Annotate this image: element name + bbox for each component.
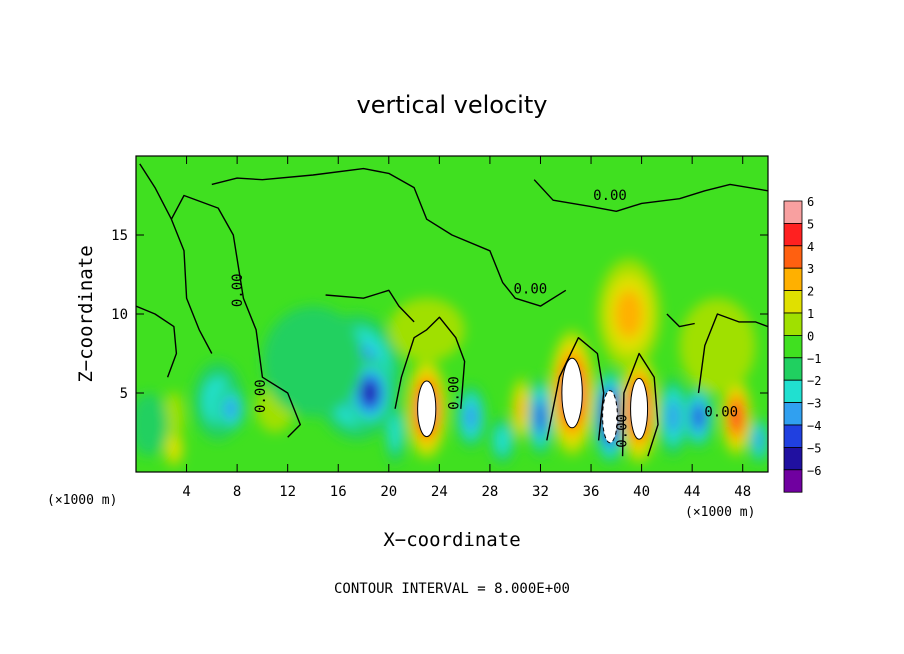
x-tick-label-1: 8 bbox=[233, 484, 241, 500]
x-tick-label-4: 20 bbox=[380, 484, 397, 500]
x-unit-left: (×1000 m) bbox=[47, 493, 117, 508]
y-axis-ticks: 5 10 15 bbox=[111, 228, 768, 402]
velocity-cell-19-level-3 bbox=[666, 399, 680, 434]
colorbar-label-5: 1 bbox=[807, 307, 814, 321]
colorbar-label-10: −4 bbox=[807, 419, 821, 433]
y-tick-label-1: 10 bbox=[111, 307, 128, 323]
colorbar-label-9: −3 bbox=[807, 397, 821, 411]
zero-contour-4 bbox=[136, 305, 178, 378]
colorbar-swatch-12 bbox=[783, 469, 803, 493]
colorbar-label-1: 5 bbox=[807, 217, 814, 231]
contour-label-3: 0.00 bbox=[253, 379, 269, 413]
cell-core-15 bbox=[561, 357, 583, 429]
velocity-cell-1-level-2 bbox=[167, 436, 181, 460]
colorbar-swatch-8 bbox=[783, 379, 803, 404]
zero-contour-0 bbox=[139, 163, 213, 354]
colorbar-label-6: 0 bbox=[807, 329, 814, 343]
velocity-cell-23-level-1 bbox=[136, 393, 168, 457]
colorbar: 6 5 4 3 2 1 0 −1 −2 −3 −4 −5 −6 bbox=[783, 195, 821, 493]
velocity-cell-3-level-3 bbox=[224, 398, 238, 419]
zero-contour-8 bbox=[621, 352, 659, 457]
colorbar-swatch-9 bbox=[783, 402, 803, 426]
velocity-cell-22-level-3 bbox=[754, 430, 764, 451]
colorbar-swatch-10 bbox=[783, 424, 803, 448]
contour-label-4: 0.00 bbox=[446, 376, 462, 410]
velocity-cell-18-level-3 bbox=[615, 290, 643, 338]
colorbar-label-3: 3 bbox=[807, 262, 814, 276]
colorbar-label-2: 4 bbox=[807, 240, 814, 254]
cell-core-17 bbox=[630, 377, 649, 440]
contour-label-0: 0.00 bbox=[593, 188, 627, 204]
contour-label-2: 0.00 bbox=[230, 273, 246, 307]
colorbar-swatch-7 bbox=[783, 357, 803, 381]
colorbar-label-8: −2 bbox=[807, 374, 821, 388]
colorbar-label-4: 2 bbox=[807, 285, 814, 299]
colorbar-swatch-4 bbox=[783, 290, 803, 314]
x-tick-label-6: 28 bbox=[481, 484, 498, 500]
colorbar-swatch-6 bbox=[783, 334, 803, 359]
contour-interval-text: CONTOUR INTERVAL = 8.000E+00 bbox=[334, 581, 570, 597]
colorbar-swatch-11 bbox=[783, 446, 803, 471]
contour-label-6: 0.00 bbox=[704, 405, 738, 421]
y-tick-label-0: 5 bbox=[120, 386, 128, 402]
velocity-cell-7-level-1 bbox=[262, 306, 364, 417]
x-tick-label-5: 24 bbox=[431, 484, 448, 500]
x-axis-label: X−coordinate bbox=[383, 529, 520, 551]
colorbar-swatch-1 bbox=[783, 222, 803, 247]
zero-contour-6 bbox=[394, 316, 466, 409]
velocity-cell-14-level-4 bbox=[536, 403, 545, 430]
colorbar-swatch-5 bbox=[783, 312, 803, 336]
velocity-cell-10-level-2 bbox=[389, 413, 402, 452]
cell-core-8 bbox=[417, 380, 437, 438]
colorbar-label-12: −6 bbox=[807, 464, 821, 478]
zero-contour-2 bbox=[211, 167, 567, 307]
velocity-cell-12-level-2 bbox=[494, 426, 511, 455]
velocity-cell-6-level-5 bbox=[363, 383, 377, 403]
velocity-cell-11-level-3 bbox=[464, 403, 478, 431]
x-tick-label-0: 4 bbox=[182, 484, 190, 500]
colorbar-swatch-2 bbox=[783, 245, 803, 269]
zero-contour-3 bbox=[533, 179, 768, 212]
zero-contour-1 bbox=[170, 194, 301, 438]
y-tick-label-2: 15 bbox=[111, 228, 128, 244]
x-tick-label-10: 44 bbox=[684, 484, 701, 500]
velocity-cell-20-level-4 bbox=[693, 406, 704, 428]
colorbar-swatch-3 bbox=[783, 267, 803, 292]
velocity-cell-13-level-3 bbox=[517, 395, 526, 423]
cell-core-16 bbox=[602, 390, 618, 444]
x-tick-label-8: 36 bbox=[583, 484, 600, 500]
x-unit-right: (×1000 m) bbox=[685, 505, 755, 520]
zero-contour-5 bbox=[325, 289, 415, 323]
velocity-cell-24-level-1 bbox=[679, 298, 756, 393]
zero-contour-9 bbox=[697, 313, 768, 394]
contour-label-1: 0.00 bbox=[514, 281, 548, 297]
x-tick-label-9: 40 bbox=[633, 484, 650, 500]
colorbar-label-7: −1 bbox=[807, 352, 821, 366]
zero-contour-7 bbox=[546, 337, 605, 441]
x-tick-label-2: 12 bbox=[279, 484, 296, 500]
velocity-cell-21-level-5 bbox=[732, 405, 741, 428]
chart-title: vertical velocity bbox=[357, 91, 548, 119]
x-axis-ticks: 4 8 12 16 20 24 28 32 36 40 44 48 bbox=[182, 156, 751, 500]
contour-label-5: 0.00 bbox=[614, 414, 630, 448]
x-tick-label-7: 32 bbox=[532, 484, 549, 500]
colorbar-label-0: 6 bbox=[807, 195, 814, 209]
velocity-cell-0-level-1 bbox=[163, 391, 185, 443]
x-tick-label-3: 16 bbox=[330, 484, 347, 500]
plot-area: 0.00 0.00 0.00 0.00 0.00 0.00 0.00 bbox=[136, 156, 768, 472]
colorbar-swatch-0 bbox=[783, 200, 803, 224]
colorbar-label-11: −5 bbox=[807, 441, 821, 455]
x-tick-label-11: 48 bbox=[734, 484, 751, 500]
y-axis-label: Z−coordinate bbox=[75, 245, 97, 382]
velocity-field: 0.00 0.00 0.00 0.00 0.00 0.00 0.00 bbox=[136, 156, 768, 472]
zero-contour-10 bbox=[666, 313, 695, 328]
